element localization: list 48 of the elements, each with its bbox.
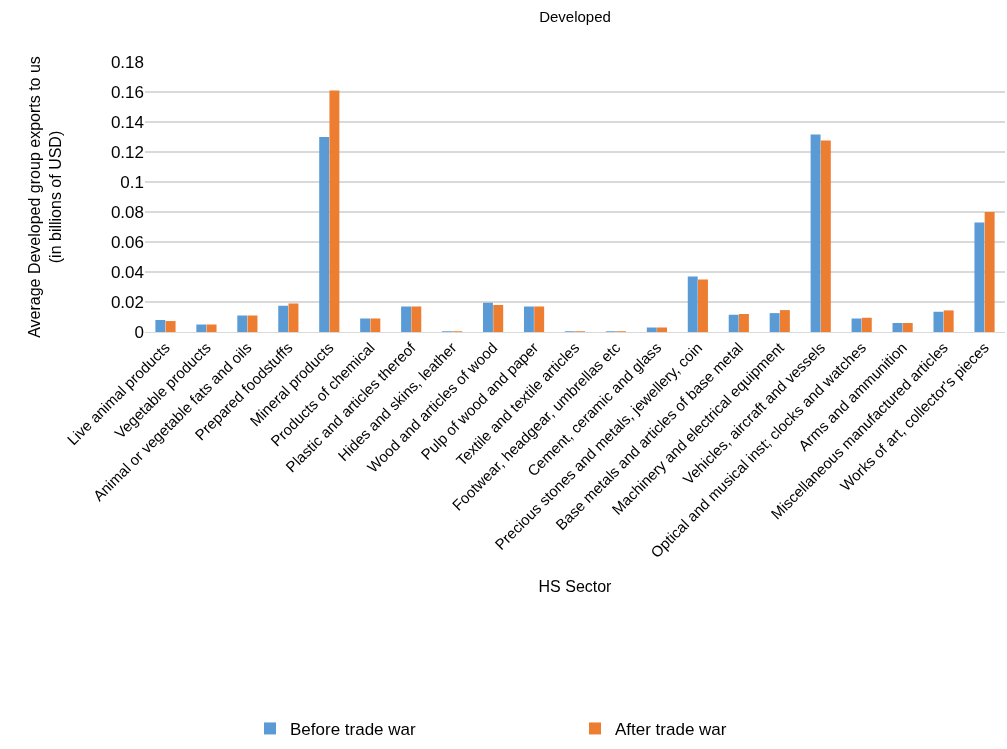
y-axis-title: Average Developed group exports to us (in billions of USD) bbox=[26, 56, 64, 338]
bar bbox=[820, 140, 831, 332]
bar bbox=[851, 318, 862, 332]
x-axis-title: HS Sector bbox=[538, 577, 613, 595]
bar bbox=[411, 306, 422, 332]
bar bbox=[738, 314, 749, 332]
bar bbox=[165, 321, 176, 332]
y-tick-label: 0.1 bbox=[120, 172, 144, 192]
bar bbox=[196, 324, 207, 332]
bar bbox=[892, 323, 903, 332]
y-tick-label: 0 bbox=[134, 322, 144, 342]
legend-label: After trade war bbox=[615, 720, 727, 740]
y-tick-label: 0.04 bbox=[110, 262, 144, 282]
bar bbox=[687, 276, 698, 332]
bar bbox=[401, 306, 412, 332]
bar bbox=[483, 302, 493, 332]
y-tick-label: 0.06 bbox=[110, 232, 144, 252]
bar bbox=[278, 305, 289, 332]
bar bbox=[319, 137, 330, 332]
bar bbox=[698, 279, 708, 332]
y-tick-label: 0.08 bbox=[110, 202, 144, 222]
bar bbox=[370, 318, 381, 332]
y-tick-label: 0.02 bbox=[110, 292, 144, 312]
bar bbox=[493, 305, 504, 332]
y-tick-label: 0.12 bbox=[110, 142, 144, 162]
y-tick-label: 0.18 bbox=[110, 52, 144, 72]
chart-title: Developed bbox=[539, 7, 611, 25]
bar bbox=[155, 320, 166, 332]
y-tick-label: 0.16 bbox=[110, 82, 144, 102]
bar bbox=[902, 323, 913, 332]
bar bbox=[206, 324, 217, 332]
bar bbox=[974, 222, 985, 332]
bar bbox=[728, 314, 739, 332]
bar bbox=[360, 318, 371, 332]
bar bbox=[329, 90, 340, 332]
bar bbox=[534, 306, 545, 332]
bar bbox=[769, 313, 780, 332]
bar bbox=[288, 303, 299, 332]
bar bbox=[810, 134, 821, 332]
bar bbox=[523, 306, 534, 332]
bar bbox=[933, 311, 944, 332]
bar bbox=[779, 310, 790, 332]
bar bbox=[237, 315, 248, 332]
bar bbox=[861, 317, 872, 332]
legend-label: Before trade war bbox=[290, 720, 417, 740]
bar bbox=[943, 310, 954, 332]
y-tick-label: 0.14 bbox=[110, 112, 144, 132]
bar bbox=[984, 212, 995, 332]
